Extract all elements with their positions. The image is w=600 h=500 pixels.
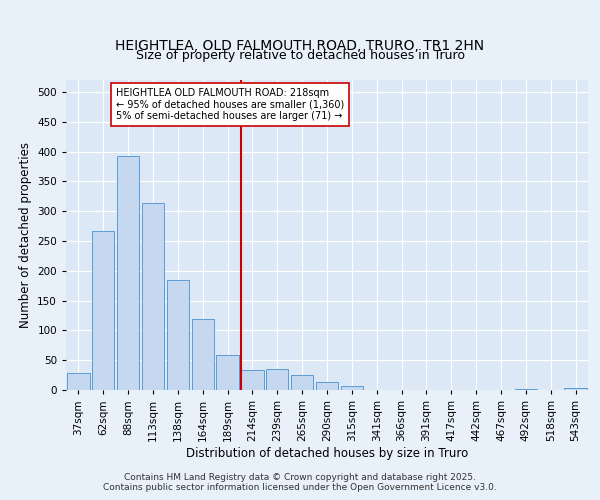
Bar (565, 388, 587, 390)
Bar (266, 369, 289, 390)
Bar (291, 375, 313, 390)
Bar (117, 156, 139, 390)
Bar (142, 204, 164, 390)
X-axis label: Distribution of detached houses by size in Truro: Distribution of detached houses by size … (186, 446, 468, 460)
Text: HEIGHTLEA OLD FALMOUTH ROAD: 218sqm
← 95% of detached houses are smaller (1,360): HEIGHTLEA OLD FALMOUTH ROAD: 218sqm ← 95… (116, 88, 344, 121)
Bar (167, 280, 189, 390)
Bar (191, 319, 214, 390)
Bar (316, 382, 338, 390)
Bar (341, 386, 363, 390)
Bar (217, 355, 239, 390)
Bar (515, 389, 537, 390)
Text: Contains HM Land Registry data © Crown copyright and database right 2025.
Contai: Contains HM Land Registry data © Crown c… (103, 473, 497, 492)
Bar (241, 370, 263, 390)
Text: Size of property relative to detached houses in Truro: Size of property relative to detached ho… (136, 50, 464, 62)
Bar (67, 374, 89, 390)
Text: HEIGHTLEA, OLD FALMOUTH ROAD, TRURO, TR1 2HN: HEIGHTLEA, OLD FALMOUTH ROAD, TRURO, TR1… (115, 38, 485, 52)
Bar (92, 231, 115, 390)
Y-axis label: Number of detached properties: Number of detached properties (19, 142, 32, 328)
